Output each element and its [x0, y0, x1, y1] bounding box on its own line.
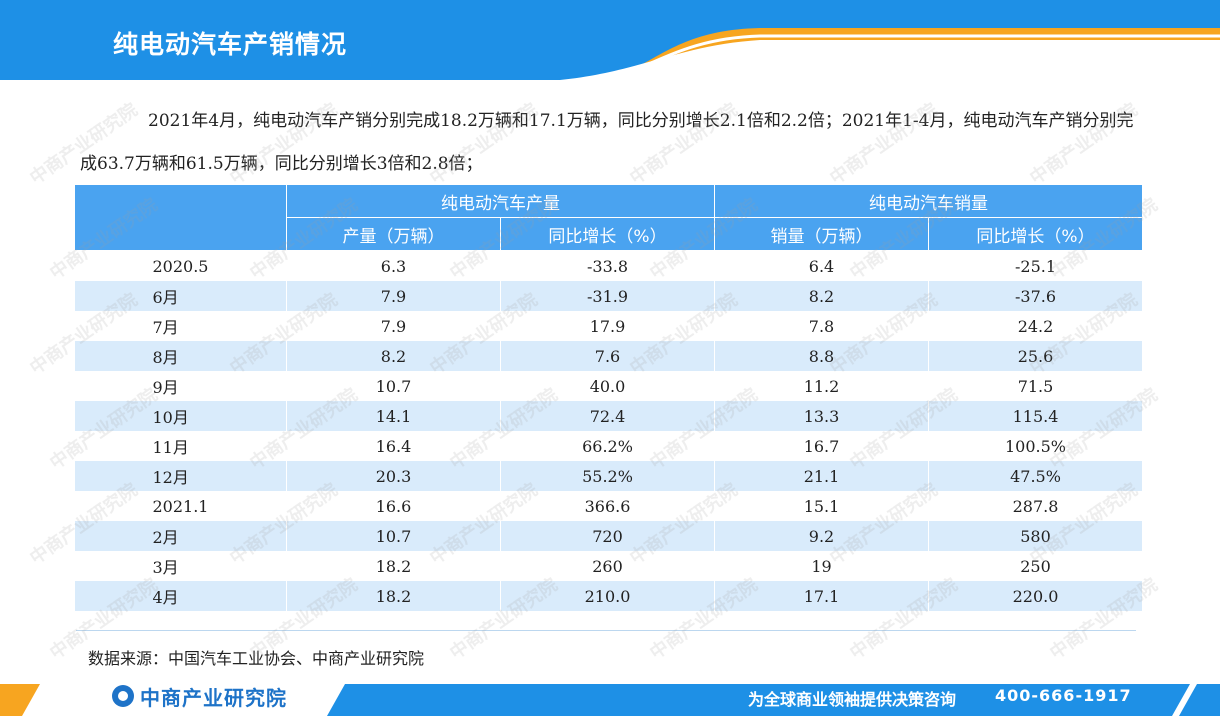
cell-production-yoy: -33.8 [500, 250, 715, 281]
cell-sales-yoy: 250 [928, 551, 1143, 581]
cell-production-yoy: 17.9 [500, 311, 715, 341]
cell-sales-yoy: 287.8 [928, 491, 1143, 521]
table-corner-cell [74, 184, 287, 251]
footer-logo: 中商产业研究院 [112, 684, 287, 710]
cell-sales-yoy: 25.6 [928, 341, 1143, 371]
cell-production: 6.3 [286, 250, 501, 281]
cell-production: 14.1 [286, 401, 501, 431]
footer-slogan: 为全球商业领袖提供决策咨询 [748, 690, 957, 709]
cell-period: 2020.5 [74, 250, 287, 281]
cell-sales-yoy: 220.0 [928, 581, 1143, 611]
cell-period: 6月 [74, 281, 287, 311]
footer-banner [0, 684, 1220, 716]
cell-sales-yoy: 47.5% [928, 461, 1143, 491]
table-row: 2021.1 16.6 366.6 15.1 287.8 [74, 491, 1143, 521]
data-source: 数据来源：中国汽车工业协会、中商产业研究院 [88, 649, 425, 668]
data-table-wrap: 纯电动汽车产量 纯电动汽车销量 产量（万辆） 同比增长（%） 销量（万辆） 同比… [74, 184, 1143, 611]
cell-production: 7.9 [286, 311, 501, 341]
header-production: 产量（万辆） [286, 217, 501, 251]
cell-production-yoy: 366.6 [500, 491, 715, 521]
cell-period: 10月 [74, 401, 287, 431]
logo-icon [112, 685, 134, 707]
logo-text: 中商产业研究院 [140, 685, 287, 710]
cell-sales-yoy: 100.5% [928, 431, 1143, 461]
cell-sales-yoy: -25.1 [928, 250, 1143, 281]
cell-sales: 21.1 [714, 461, 929, 491]
table-row: 10月 14.1 72.4 13.3 115.4 [74, 401, 1143, 431]
header-production-yoy: 同比增长（%） [500, 217, 715, 251]
cell-production: 18.2 [286, 581, 501, 611]
cell-sales: 9.2 [714, 521, 929, 551]
cell-sales: 7.8 [714, 311, 929, 341]
cell-production-yoy: 40.0 [500, 371, 715, 401]
table-row: 2月 10.7 720 9.2 580 [74, 521, 1143, 551]
cell-sales-yoy: -37.6 [928, 281, 1143, 311]
cell-sales: 13.3 [714, 401, 929, 431]
cell-production: 8.2 [286, 341, 501, 371]
table-row: 11月 16.4 66.2% 16.7 100.5% [74, 431, 1143, 461]
cell-production: 16.4 [286, 431, 501, 461]
cell-sales-yoy: 24.2 [928, 311, 1143, 341]
cell-sales: 11.2 [714, 371, 929, 401]
cell-sales: 8.8 [714, 341, 929, 371]
table-row: 9月 10.7 40.0 11.2 71.5 [74, 371, 1143, 401]
table-sub-header-row: 产量（万辆） 同比增长（%） 销量（万辆） 同比增长（%） [75, 217, 1143, 251]
cell-sales-yoy: 580 [928, 521, 1143, 551]
cell-production-yoy: 72.4 [500, 401, 715, 431]
cell-period: 9月 [74, 371, 287, 401]
cell-production-yoy: 210.0 [500, 581, 715, 611]
footer-phone: 400-666-1917 [995, 686, 1132, 705]
cell-production-yoy: -31.9 [500, 281, 715, 311]
cell-production: 7.9 [286, 281, 501, 311]
table-row: 12月 20.3 55.2% 21.1 47.5% [74, 461, 1143, 491]
cell-period: 11月 [74, 431, 287, 461]
cell-production: 16.6 [286, 491, 501, 521]
cell-sales: 19 [714, 551, 929, 581]
cell-sales: 16.7 [714, 431, 929, 461]
cell-period: 7月 [74, 311, 287, 341]
data-table: 纯电动汽车产量 纯电动汽车销量 产量（万辆） 同比增长（%） 销量（万辆） 同比… [74, 184, 1143, 611]
cell-production: 18.2 [286, 551, 501, 581]
cell-sales: 8.2 [714, 281, 929, 311]
table-row: 2020.5 6.3 -33.8 6.4 -25.1 [74, 250, 1143, 281]
cell-sales-yoy: 115.4 [928, 401, 1143, 431]
header-banner [0, 0, 1220, 80]
cell-sales: 6.4 [714, 250, 929, 281]
table-row: 3月 18.2 260 19 250 [74, 551, 1143, 581]
divider [76, 630, 1136, 631]
cell-production-yoy: 720 [500, 521, 715, 551]
cell-production: 10.7 [286, 521, 501, 551]
cell-production-yoy: 7.6 [500, 341, 715, 371]
cell-production: 20.3 [286, 461, 501, 491]
intro-paragraph: 2021年4月，纯电动汽车产销分别完成18.2万辆和17.1万辆，同比分别增长2… [80, 111, 1134, 174]
cell-period: 2021.1 [74, 491, 287, 521]
table-group-header-row: 纯电动汽车产量 纯电动汽车销量 [74, 184, 1143, 251]
cell-period: 8月 [74, 341, 287, 371]
group-header-sales: 纯电动汽车销量 [714, 184, 1143, 218]
cell-period: 12月 [74, 461, 287, 491]
table-row: 6月 7.9 -31.9 8.2 -37.6 [74, 281, 1143, 311]
cell-sales: 17.1 [714, 581, 929, 611]
cell-production-yoy: 66.2% [500, 431, 715, 461]
table-body: 2020.5 6.3 -33.8 6.4 -25.1 6月 7.9 -31.9 8.2 -37.6… [74, 250, 1143, 611]
group-header-production: 纯电动汽车产量 [286, 184, 715, 218]
header-sales-yoy: 同比增长（%） [928, 217, 1143, 251]
cell-period: 2月 [74, 521, 287, 551]
page-footer [0, 684, 1220, 716]
cell-production: 10.7 [286, 371, 501, 401]
header-sales: 销量（万辆） [714, 217, 929, 251]
cell-production-yoy: 55.2% [500, 461, 715, 491]
page-title: 纯电动汽车产销情况 [113, 30, 348, 59]
cell-period: 4月 [74, 581, 287, 611]
cell-sales: 15.1 [714, 491, 929, 521]
cell-period: 3月 [74, 551, 287, 581]
cell-sales-yoy: 71.5 [928, 371, 1143, 401]
cell-production-yoy: 260 [500, 551, 715, 581]
table-row: 8月 8.2 7.6 8.8 25.6 [74, 341, 1143, 371]
table-row: 4月 18.2 210.0 17.1 220.0 [74, 581, 1143, 611]
page-header: 纯电动汽车产销情况 [0, 0, 1220, 80]
table-row: 7月 7.9 17.9 7.8 24.2 [74, 311, 1143, 341]
